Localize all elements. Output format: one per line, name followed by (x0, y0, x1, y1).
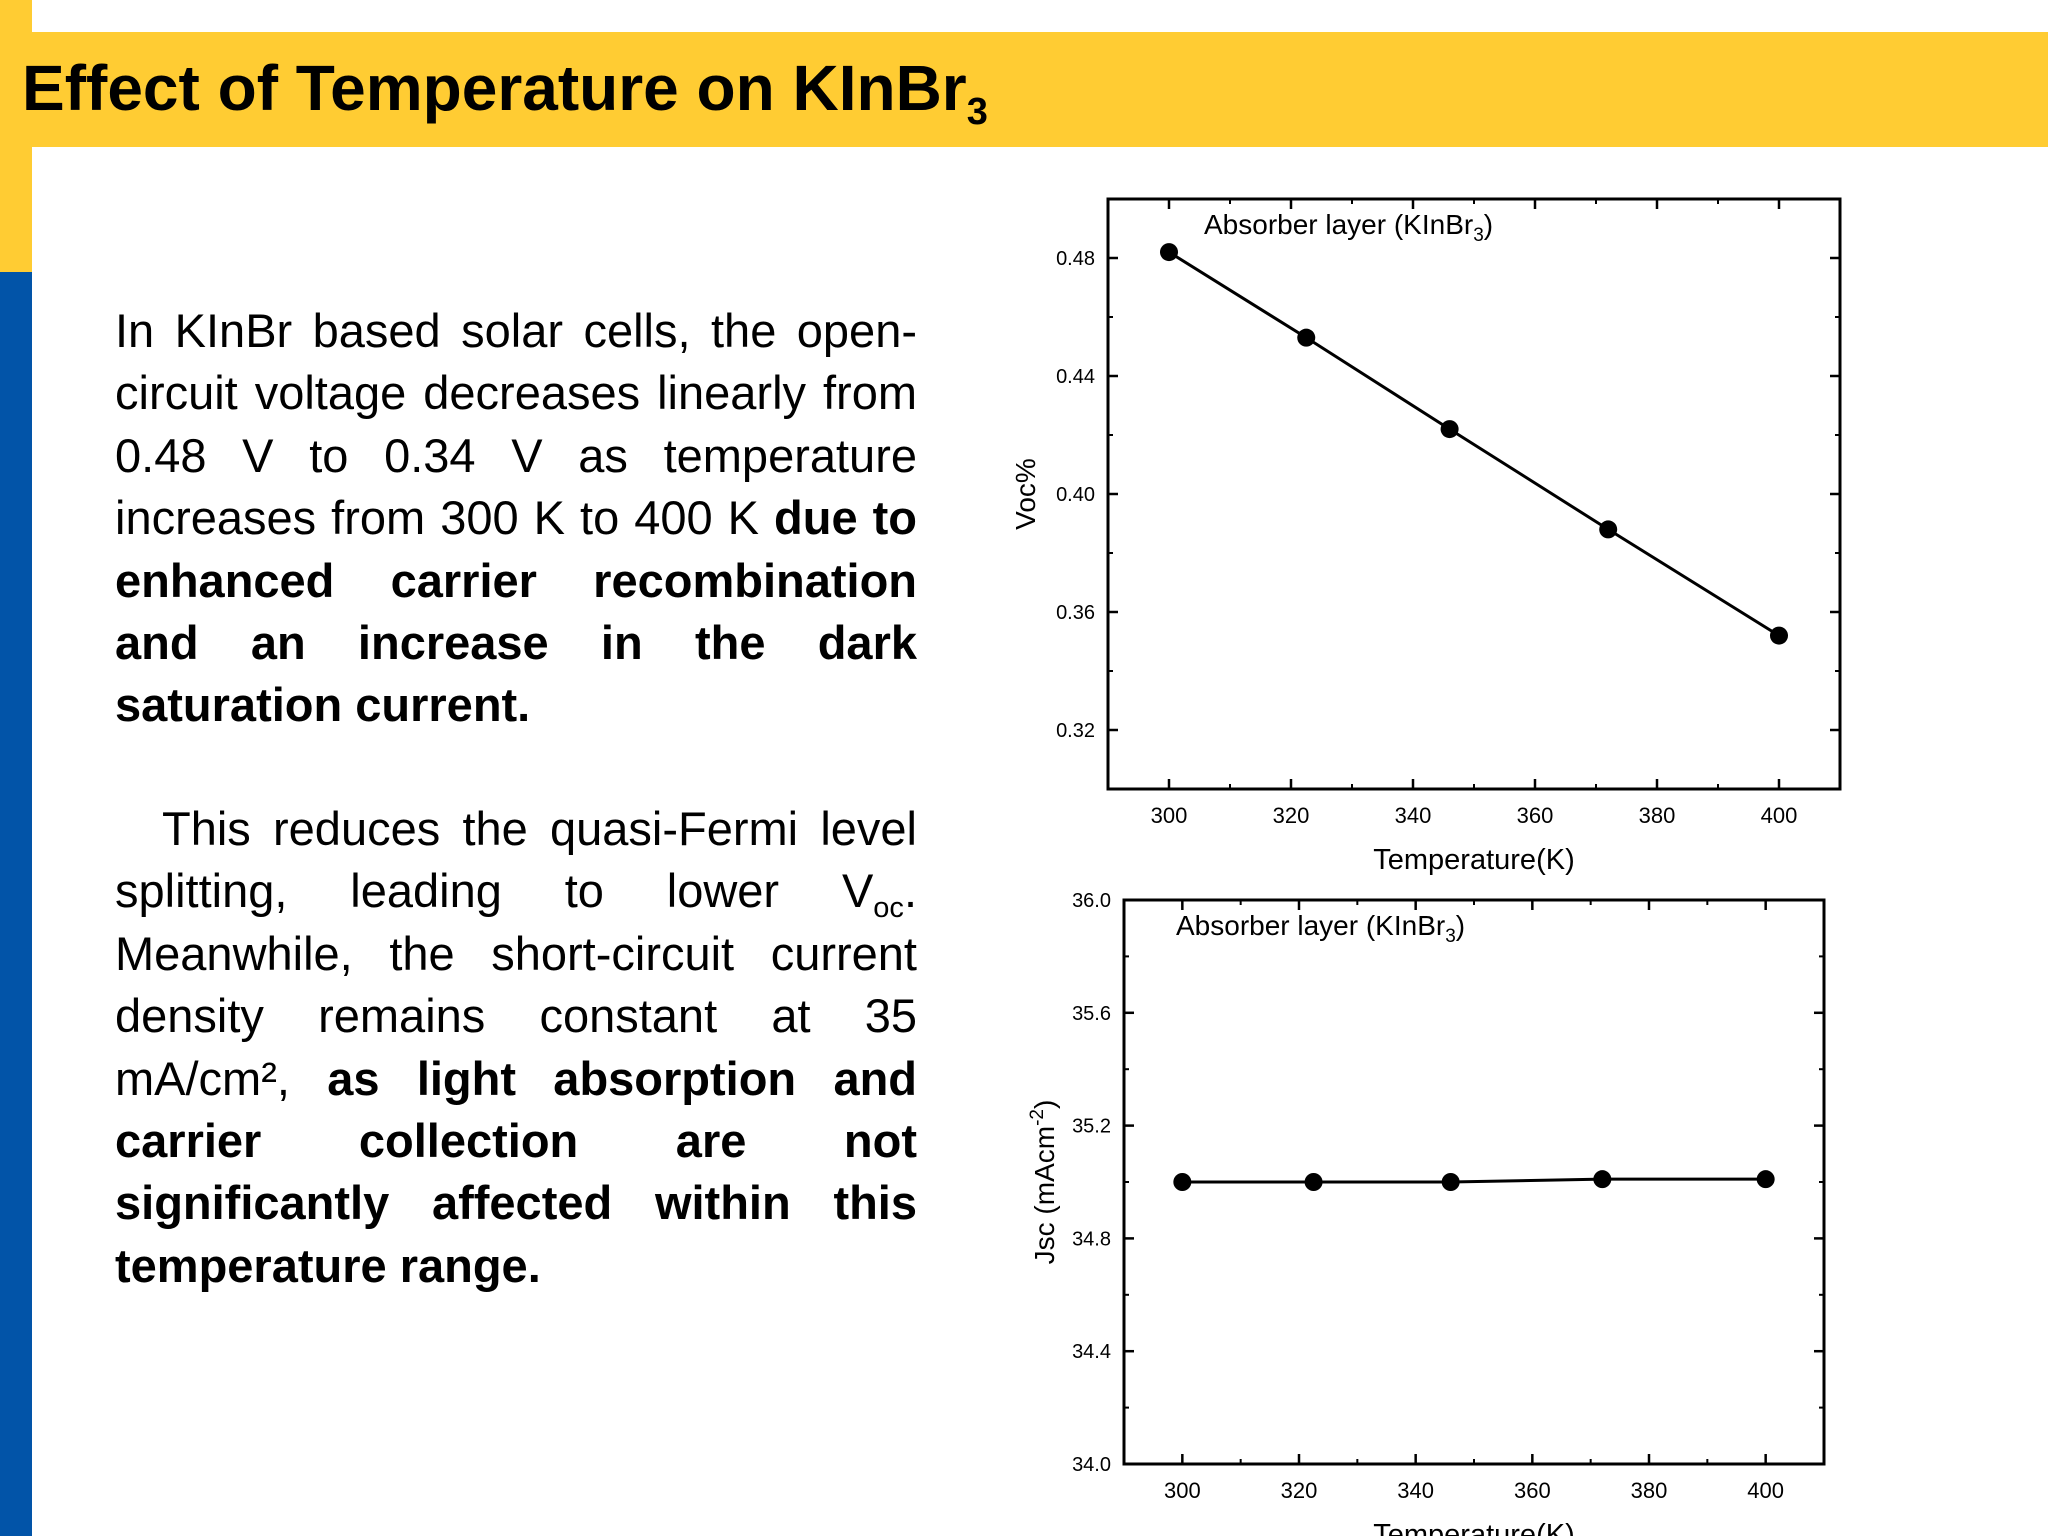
chart1-data-point (1770, 626, 1788, 645)
chart1-xtick-label: 400 (1761, 803, 1798, 828)
chart2-data-point (1756, 1170, 1775, 1189)
title-banner (0, 32, 2048, 147)
chart1-xtick-label: 300 (1151, 803, 1188, 828)
paragraph-jsc-text-a: This reduces the quasi-Fermi level split… (115, 802, 917, 918)
paragraph-jsc-emphasis: as light absorption and carrier collecti… (115, 1051, 917, 1292)
chart1-ytick-label: 0.36 (1056, 602, 1095, 624)
chart2-annotation: Absorber layer (KInBr3) (1176, 910, 1465, 947)
slide-title-subscript: 3 (966, 91, 988, 133)
chart1-xtick-label: 320 (1273, 803, 1310, 828)
chart1-data-point (1440, 420, 1459, 439)
paragraph-voc-text: In KInBr based solar cells, the open-cir… (115, 304, 917, 545)
chart1-frame (1106, 197, 1842, 791)
chart1-annotation: Absorber layer (KInBr3) (1204, 209, 1493, 246)
chart2-ytick-label: 34.0 (1072, 1454, 1111, 1476)
chart2-xtick-label: 340 (1397, 1478, 1434, 1503)
chart2-data-point (1593, 1170, 1612, 1189)
chart2-xtick-label: 320 (1281, 1478, 1318, 1503)
paragraph-voc: In KInBr based solar cells, the open-cir… (115, 300, 917, 737)
chart2-ylabel: Jsc (mAcm-2) (1027, 1100, 1060, 1265)
chart1-xtick-label: 360 (1517, 803, 1554, 828)
slide-title: Effect of Temperature on KInBr3 (22, 50, 988, 131)
chart1-data-point (1297, 328, 1316, 347)
voc-subscript: oc (873, 892, 904, 925)
chart2-xtick-label: 400 (1747, 1478, 1784, 1503)
chart1-data-point (1599, 520, 1618, 539)
chart1-ytick-label: 0.40 (1056, 484, 1095, 506)
chart2-ytick-label: 36.0 (1072, 890, 1111, 912)
chart2-ytick-label: 35.2 (1072, 1116, 1111, 1138)
chart2-xtick-label: 300 (1164, 1478, 1201, 1503)
chart1-series-line (1168, 250, 1780, 637)
chart2-frame (1122, 898, 1826, 1466)
chart2-data-point (1441, 1173, 1460, 1191)
chart2-data-point (1173, 1173, 1192, 1191)
paragraph-jsc-text-b: . Meanwhile, the short-circuit current d… (115, 864, 917, 1105)
chart1-xlabel: Temperature(K) (1373, 844, 1574, 876)
chart1-data-point (1160, 243, 1178, 262)
chart1-ylabel: Voc% (1010, 458, 1041, 530)
chart2-xtick-label: 380 (1631, 1478, 1668, 1503)
chart1-xtick-label: 380 (1639, 803, 1676, 828)
paragraph-voc-emphasis: due to enhanced carrier recombination an… (115, 491, 917, 732)
chart1-ytick-label: 0.32 (1056, 720, 1095, 742)
chart2-ytick-label: 35.6 (1072, 1003, 1111, 1025)
chart2-xlabel: Temperature(K) (1373, 1519, 1574, 1536)
paragraph-jsc: This reduces the quasi-Fermi level split… (115, 798, 917, 1297)
chart1-ytick-label: 0.48 (1056, 248, 1095, 270)
chart2-xtick-label: 360 (1514, 1478, 1551, 1503)
chart2-data-point (1304, 1173, 1323, 1191)
slide-title-text: Effect of Temperature on KInBr (22, 52, 967, 124)
chart1-xtick-label: 340 (1395, 803, 1432, 828)
chart2-series-line (1182, 1177, 1766, 1184)
chart2-ytick-label: 34.8 (1072, 1228, 1111, 1250)
chart1-ytick-label: 0.44 (1056, 366, 1095, 388)
chart2-ytick-label: 34.4 (1072, 1341, 1111, 1363)
accent-bar-blue (0, 272, 32, 1536)
